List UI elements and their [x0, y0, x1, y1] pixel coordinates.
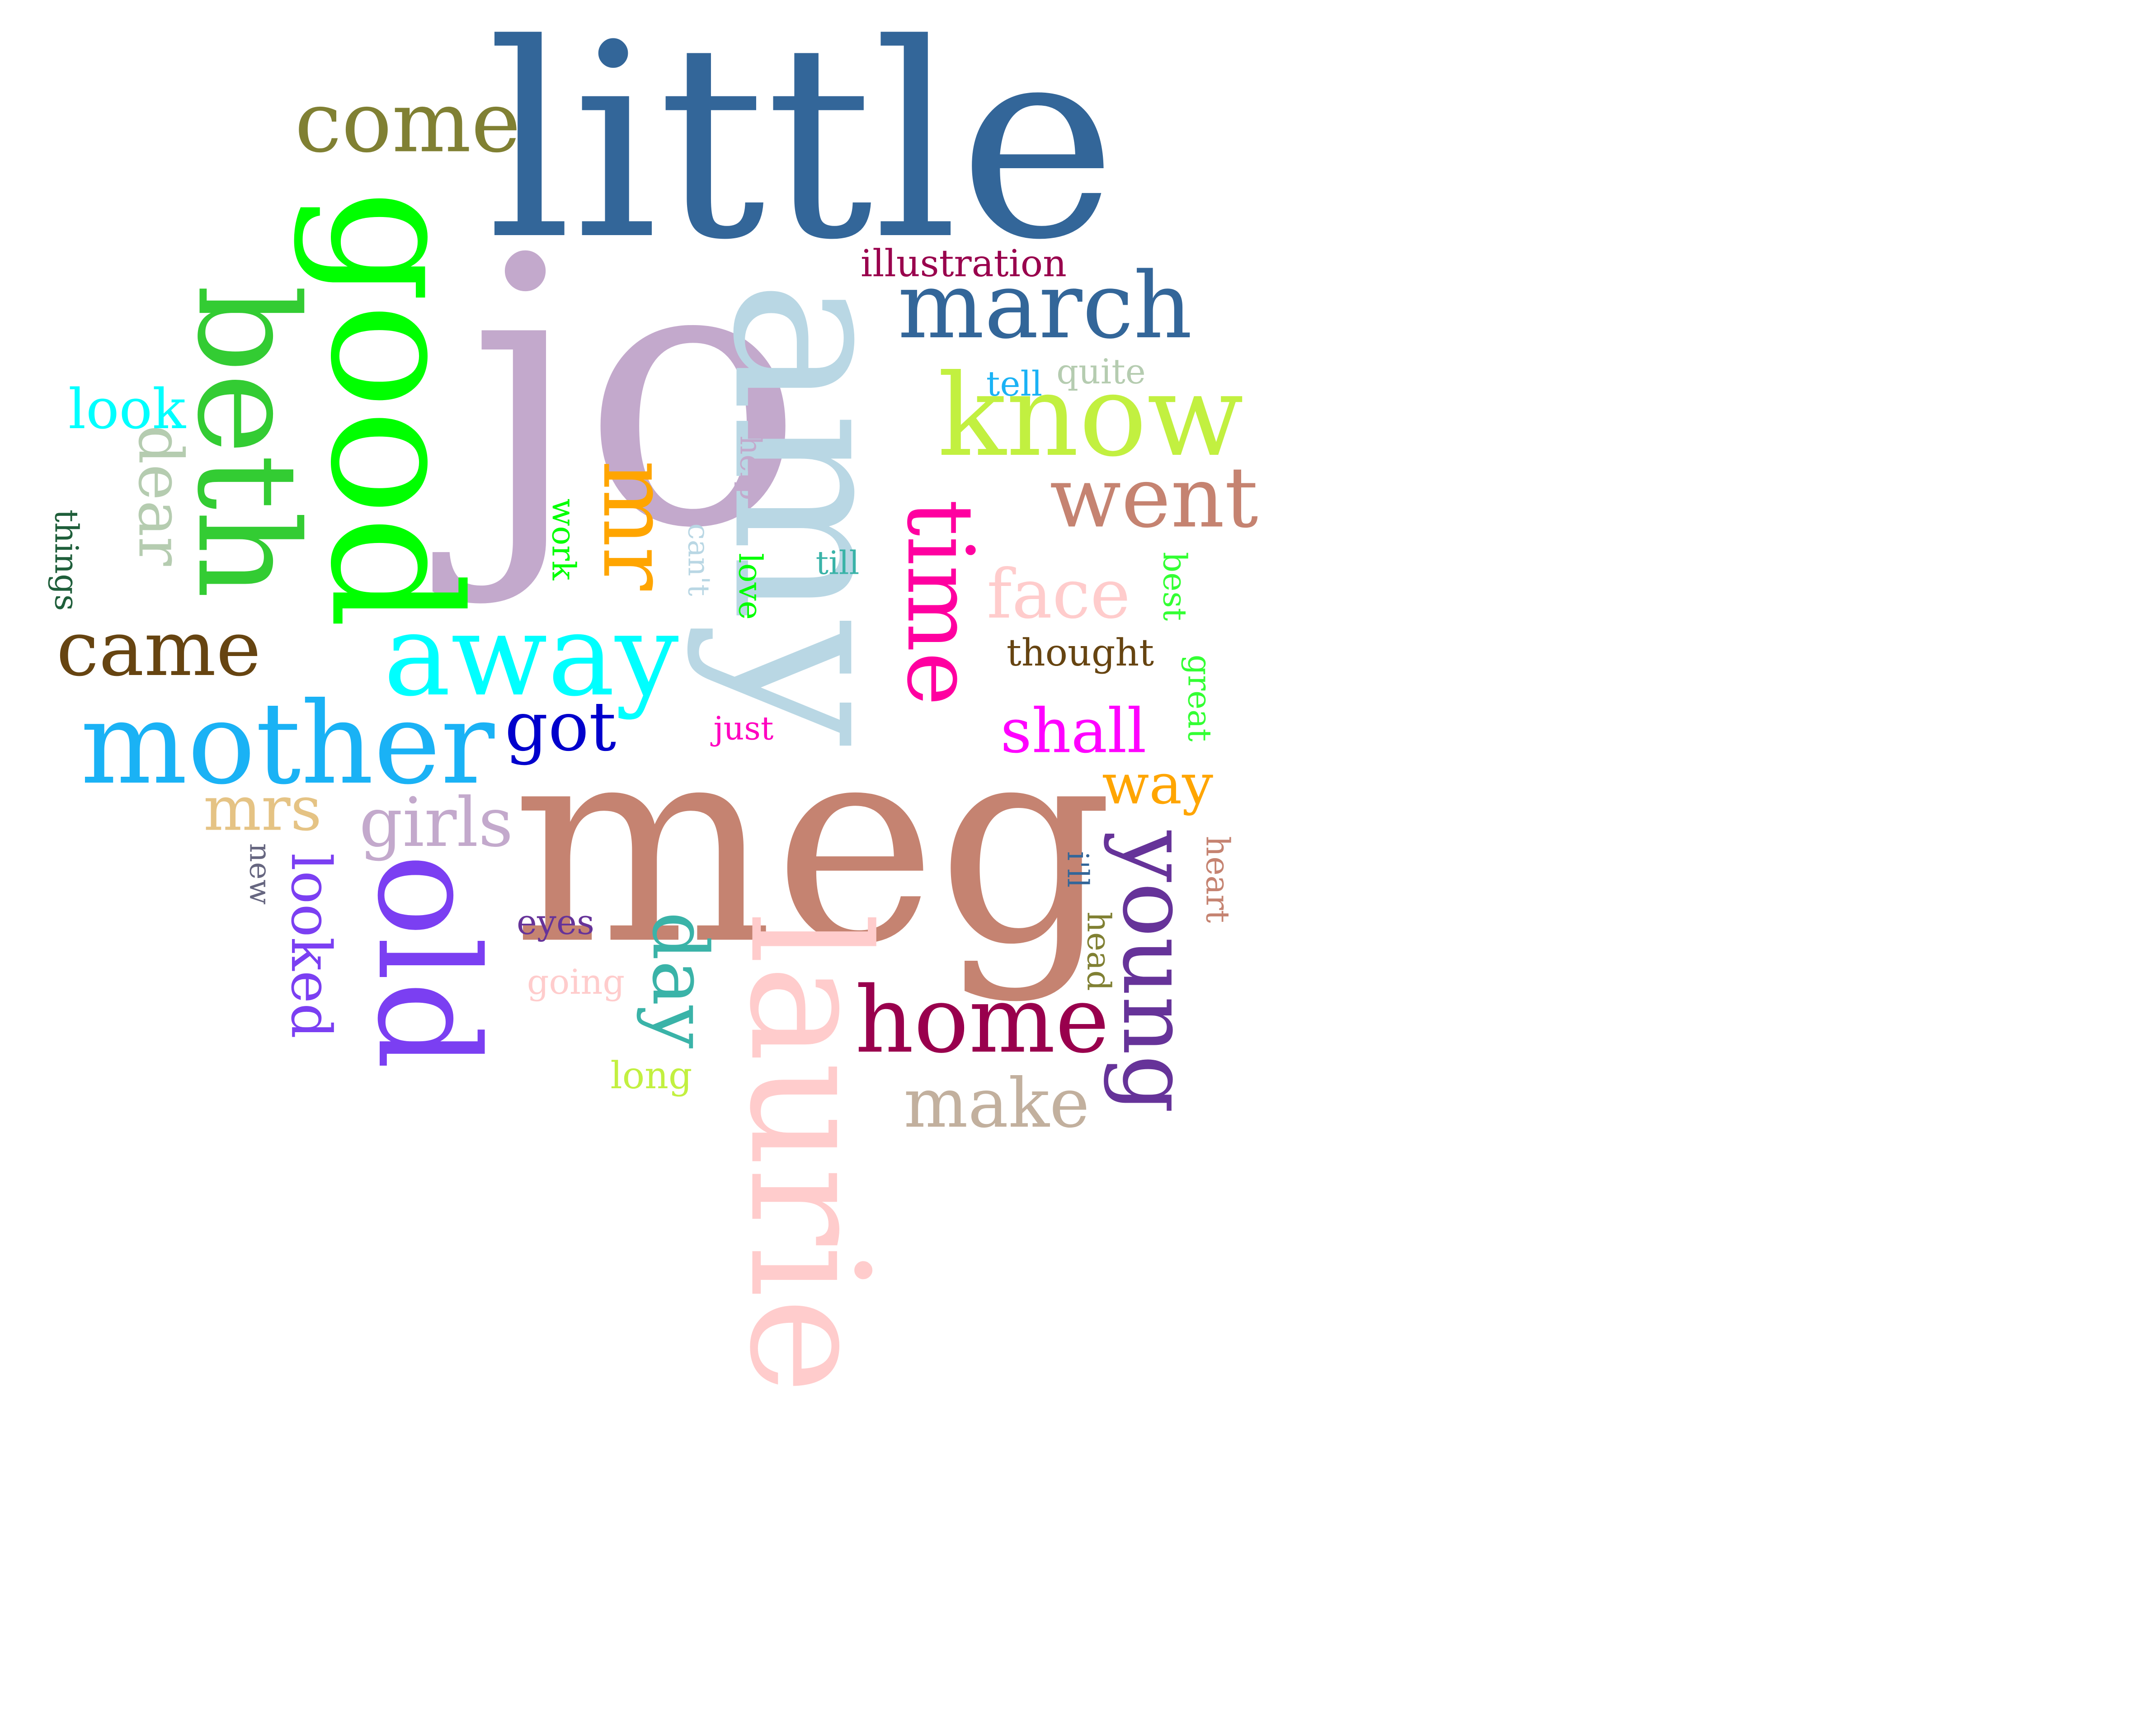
- word-march: march: [898, 252, 1192, 359]
- word-illustration: illustration: [861, 242, 1067, 285]
- word-way: way: [1102, 752, 1214, 817]
- word-going: going: [527, 962, 625, 1002]
- word-mrs: mrs: [203, 773, 322, 845]
- word-new: new: [243, 843, 277, 905]
- word-away: away: [383, 590, 679, 721]
- word-help: help: [733, 435, 767, 500]
- word-old: old: [347, 854, 508, 1070]
- word-came: came: [56, 604, 261, 693]
- word-just: just: [713, 709, 774, 747]
- word-love: love: [731, 553, 769, 620]
- word-day: day: [636, 911, 724, 1049]
- word-went: went: [1050, 448, 1258, 547]
- word-till: till: [815, 544, 860, 582]
- word-home: home: [855, 967, 1110, 1073]
- word-long: long: [610, 1054, 692, 1097]
- word-come: come: [295, 73, 521, 171]
- word-make: make: [904, 1064, 1090, 1143]
- word-jo: jo: [468, 179, 804, 609]
- word-dear: dear: [125, 425, 196, 566]
- word-thought: thought: [1006, 632, 1154, 675]
- word-great: great: [1181, 654, 1219, 742]
- word-looked: looked: [279, 853, 343, 1039]
- word-look: look: [68, 377, 186, 441]
- word-tell: tell: [986, 364, 1043, 404]
- word-little: little: [486, 0, 1117, 298]
- word-time: time: [887, 499, 993, 706]
- word-shall: shall: [1000, 695, 1147, 767]
- word-got: got: [504, 688, 617, 766]
- word-things: things: [47, 509, 85, 611]
- word-mr: mr: [583, 460, 689, 591]
- word-work: work: [545, 498, 583, 581]
- word-know: know: [937, 350, 1244, 482]
- word-good: good: [291, 189, 497, 629]
- word-beth: beth: [167, 284, 328, 599]
- word-best: best: [1156, 552, 1194, 621]
- word-ill: i'll: [1060, 851, 1095, 888]
- word-face: face: [987, 555, 1130, 634]
- word-young: young: [1102, 831, 1209, 1114]
- word-meg: meg: [511, 684, 1114, 1006]
- word-mother: mother: [80, 678, 495, 809]
- word-girls: girls: [359, 784, 513, 862]
- word-cant: can't: [681, 523, 716, 596]
- word-eyes: eyes: [517, 902, 594, 942]
- word-quite: quite: [1056, 351, 1146, 392]
